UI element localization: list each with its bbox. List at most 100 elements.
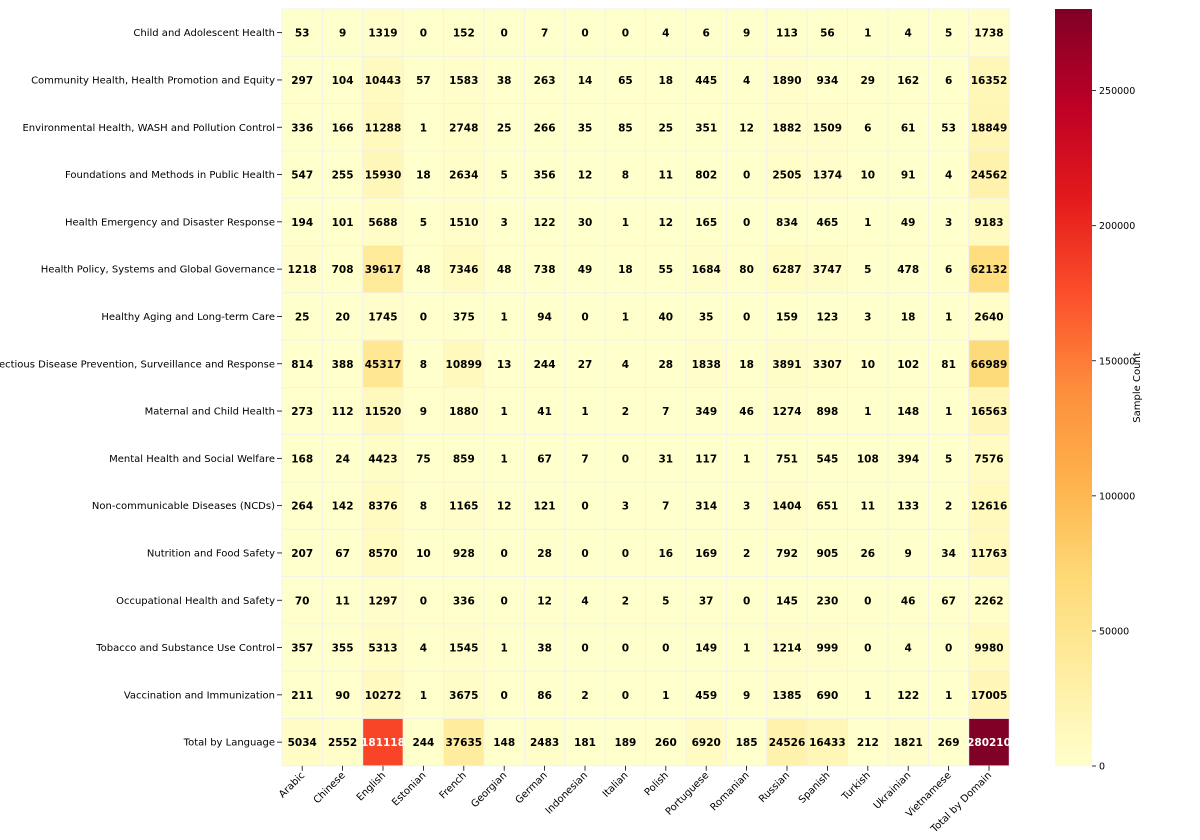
cell-value-label: 0	[420, 311, 427, 323]
cell-value-label: 3	[945, 217, 952, 229]
heatmap-cell	[281, 576, 323, 625]
cell-value-label: 49	[901, 217, 916, 229]
heatmap-cell	[281, 339, 323, 388]
heatmap-cell	[766, 386, 808, 436]
cell-value-label: 10	[416, 548, 431, 560]
heatmap-cell	[726, 197, 768, 246]
heatmap-cell	[766, 576, 808, 625]
cell-value-label: 11520	[365, 406, 402, 418]
row-label: Health Policy, Systems and Global Govern…	[41, 265, 275, 276]
heatmap-cell	[887, 150, 929, 199]
heatmap-cell	[726, 623, 768, 672]
cell-value-label: 10899	[446, 359, 483, 371]
heatmap-cell	[564, 481, 606, 530]
cell-value-label: 545	[816, 453, 838, 465]
heatmap-cell	[321, 8, 364, 57]
cell-value-label: 7	[581, 453, 588, 465]
heatmap-cell	[887, 623, 929, 672]
cell-value-label: 3307	[813, 359, 842, 371]
cell-value-label: 2505	[772, 170, 801, 182]
cell-value-label: 8	[420, 501, 427, 513]
cell-value-label: 2	[622, 595, 629, 607]
heatmap-cell	[887, 8, 929, 57]
heatmap-cell	[362, 623, 404, 672]
cell-value-label: 7346	[449, 264, 478, 276]
heatmap-cell	[524, 670, 566, 719]
cell-value-label: 336	[291, 122, 313, 134]
cell-value-label: 113	[776, 28, 798, 40]
cell-value-label: 122	[897, 690, 919, 702]
cell-value-label: 3	[864, 311, 871, 323]
cell-value-label: 181118	[361, 737, 405, 749]
cell-value-label: 1509	[813, 122, 842, 134]
heatmap-cell	[685, 292, 727, 341]
cell-value-label: 394	[897, 453, 919, 465]
column-label: Portuguese	[664, 770, 712, 818]
cell-value-label: 24	[335, 453, 350, 465]
cell-value-label: 230	[816, 595, 838, 607]
heatmap-cell	[847, 623, 889, 672]
heatmap-cell	[402, 670, 445, 719]
cell-value-label: 5	[945, 28, 952, 40]
cell-value-label: 94	[537, 311, 552, 323]
cell-value-label: 1	[945, 311, 952, 323]
cell-value-label: 112	[332, 406, 354, 418]
cell-value-label: 1583	[449, 75, 478, 87]
heatmap-cell	[645, 718, 687, 767]
cell-value-label: 1	[501, 406, 508, 418]
cell-value-label: 0	[581, 311, 588, 323]
heatmap-cell	[847, 103, 889, 152]
heatmap-cell	[968, 8, 1010, 57]
cell-value-label: 85	[618, 122, 633, 134]
cell-value-label: 375	[453, 311, 475, 323]
colorbar-label: Sample Count	[1132, 352, 1143, 422]
cell-value-label: 30	[578, 217, 593, 229]
cell-value-label: 1838	[692, 359, 721, 371]
colorbar-tick-label: 200000	[1099, 221, 1135, 232]
heatmap-cell	[726, 528, 768, 577]
heatmap-cell	[726, 292, 768, 341]
heatmap-cell	[968, 623, 1010, 672]
cell-value-label: 49	[578, 264, 593, 276]
cell-value-label: 859	[453, 453, 475, 465]
heatmap-cell	[645, 197, 687, 246]
cell-value-label: 928	[453, 548, 475, 560]
heatmap-cell	[524, 576, 566, 625]
heatmap-cell	[968, 150, 1010, 199]
heatmap-cell	[321, 292, 364, 341]
heatmap-cell	[524, 150, 566, 199]
heatmap-cell	[443, 623, 485, 672]
heatmap-cell	[968, 339, 1010, 388]
heatmap-cell	[443, 339, 485, 388]
cell-value-label: 27	[578, 359, 593, 371]
cell-value-label: 38	[497, 75, 512, 87]
cell-value-label: 0	[581, 28, 588, 40]
heatmap-cell	[443, 386, 485, 436]
heatmap-cell	[483, 576, 525, 625]
heatmap-cell	[564, 386, 606, 436]
heatmap-cell	[968, 528, 1010, 577]
heatmap-cell	[847, 245, 889, 294]
cell-value-label: 67	[941, 595, 956, 607]
cell-value-label: 273	[291, 406, 313, 418]
cell-value-label: 20	[335, 311, 350, 323]
cell-value-label: 185	[736, 737, 758, 749]
cell-value-label: 0	[420, 28, 427, 40]
cell-value-label: 62132	[971, 264, 1008, 276]
cell-value-label: 37	[699, 595, 714, 607]
cell-value-label: 1890	[772, 75, 801, 87]
column-label: Italian	[601, 770, 631, 800]
heatmap-cell	[483, 623, 525, 672]
cell-value-label: 0	[501, 548, 508, 560]
cell-value-label: 13	[497, 359, 512, 371]
cell-value-label: 1882	[772, 122, 801, 134]
cell-value-label: 145	[776, 595, 798, 607]
heatmap-cell	[564, 718, 606, 767]
cell-value-label: 101	[332, 217, 354, 229]
heatmap-cell	[887, 292, 929, 341]
cell-value-label: 5	[501, 170, 508, 182]
cell-value-label: 65	[618, 75, 633, 87]
cell-value-label: 1	[864, 28, 871, 40]
cell-value-label: 0	[501, 28, 508, 40]
